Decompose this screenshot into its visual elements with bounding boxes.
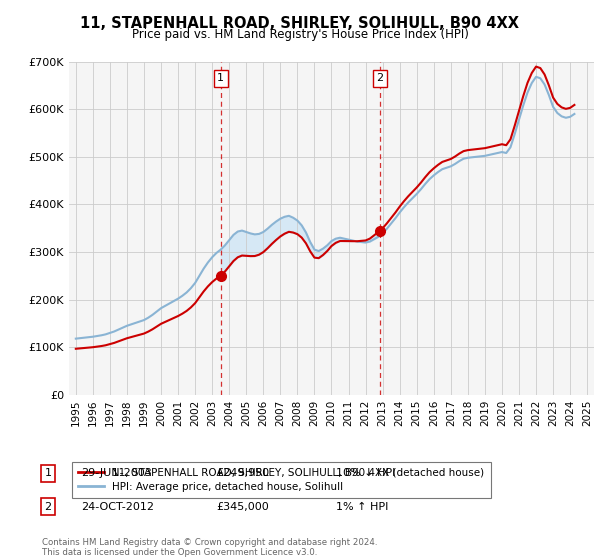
Text: 10% ↓ HPI: 10% ↓ HPI: [336, 468, 395, 478]
Legend: 11, STAPENHALL ROAD, SHIRLEY, SOLIHULL, B90 4XX (detached house), HPI: Average p: 11, STAPENHALL ROAD, SHIRLEY, SOLIHULL, …: [71, 461, 491, 498]
Text: 1% ↑ HPI: 1% ↑ HPI: [336, 502, 388, 512]
Text: 2: 2: [44, 502, 52, 512]
Text: 1: 1: [44, 468, 52, 478]
Text: 1: 1: [217, 73, 224, 83]
Text: 11, STAPENHALL ROAD, SHIRLEY, SOLIHULL, B90 4XX: 11, STAPENHALL ROAD, SHIRLEY, SOLIHULL, …: [80, 16, 520, 31]
Text: £249,950: £249,950: [216, 468, 269, 478]
Text: 29-JUN-2003: 29-JUN-2003: [81, 468, 152, 478]
Text: 2: 2: [376, 73, 383, 83]
Text: Contains HM Land Registry data © Crown copyright and database right 2024.
This d: Contains HM Land Registry data © Crown c…: [42, 538, 377, 557]
Text: 24-OCT-2012: 24-OCT-2012: [81, 502, 154, 512]
Text: £345,000: £345,000: [216, 502, 269, 512]
Text: Price paid vs. HM Land Registry's House Price Index (HPI): Price paid vs. HM Land Registry's House …: [131, 28, 469, 41]
